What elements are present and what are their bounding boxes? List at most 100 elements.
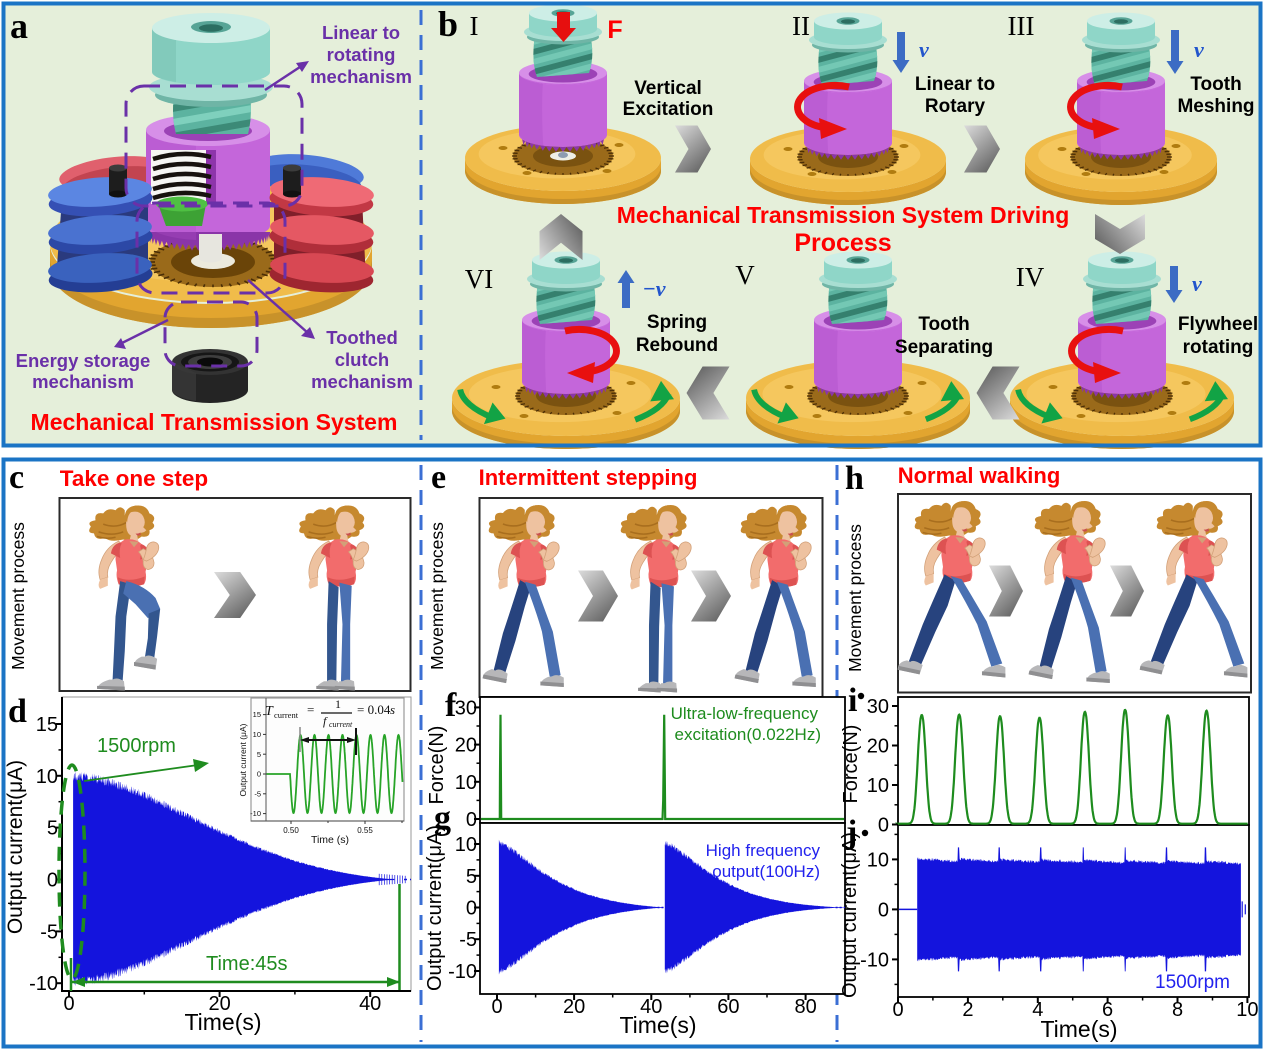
svg-text:d: d	[8, 693, 27, 730]
svg-text:10: 10	[253, 730, 261, 739]
svg-text:-10: -10	[29, 973, 58, 995]
svg-text:-10: -10	[448, 961, 477, 983]
svg-text:h: h	[845, 460, 864, 497]
svg-text:-10: -10	[250, 809, 261, 818]
svg-text:Meshing: Meshing	[1177, 96, 1254, 117]
svg-text:10: 10	[867, 849, 889, 871]
svg-text:Rotary: Rotary	[925, 96, 986, 117]
svg-text:Movement process: Movement process	[845, 524, 865, 672]
svg-text:-5: -5	[40, 921, 58, 943]
svg-text:Mechanical Transmission System: Mechanical Transmission System	[31, 409, 398, 435]
svg-text:Output current(μA): Output current(μA)	[4, 760, 27, 934]
svg-text:Output current (μA): Output current (μA)	[238, 723, 248, 796]
svg-text:excitation(0.022Hz): excitation(0.022Hz)	[675, 725, 821, 744]
svg-text:60: 60	[717, 996, 739, 1018]
svg-text:−v: −v	[642, 276, 665, 301]
svg-text:Excitation: Excitation	[623, 99, 714, 120]
svg-text:Take one step: Take one step	[60, 466, 208, 491]
svg-text:IV: IV	[1016, 262, 1045, 292]
svg-text:mechanism: mechanism	[311, 371, 413, 392]
svg-text:Movement process: Movement process	[8, 522, 28, 670]
svg-text:High frequency: High frequency	[706, 841, 821, 860]
svg-text:VI: VI	[465, 264, 494, 294]
svg-text:Spring: Spring	[647, 312, 707, 333]
svg-text:0: 0	[466, 898, 477, 920]
svg-text:e: e	[431, 459, 446, 496]
svg-text:Rebound: Rebound	[636, 335, 718, 356]
svg-text:III: III	[1008, 11, 1035, 41]
svg-text:0: 0	[466, 809, 477, 831]
svg-text:v: v	[919, 37, 929, 62]
svg-text:2: 2	[962, 999, 973, 1021]
svg-text:Mechanical Transmission System: Mechanical Transmission System Driving	[617, 202, 1070, 228]
svg-text:Separating: Separating	[895, 337, 993, 358]
svg-text:= 0.04: = 0.04	[357, 702, 391, 717]
svg-text:0: 0	[878, 899, 889, 921]
svg-text:0: 0	[878, 815, 889, 837]
svg-text:0: 0	[47, 870, 58, 892]
svg-text:1: 1	[335, 697, 341, 711]
svg-text:Movement process: Movement process	[427, 522, 447, 670]
svg-text:-5: -5	[254, 789, 261, 798]
svg-text:i: i	[848, 682, 857, 719]
svg-text:c: c	[9, 459, 24, 496]
svg-text:1500rpm: 1500rpm	[1155, 972, 1230, 993]
svg-text:Output current(μA): Output current(μA)	[839, 832, 861, 998]
svg-text:s: s	[390, 702, 395, 717]
svg-text:5: 5	[466, 866, 477, 888]
svg-text:Time (s): Time (s)	[311, 834, 349, 846]
svg-text:0: 0	[491, 996, 502, 1018]
svg-text:5: 5	[47, 818, 58, 840]
svg-text:0: 0	[63, 993, 74, 1015]
svg-text:=: =	[307, 702, 314, 717]
svg-text:80: 80	[794, 996, 816, 1018]
svg-text:b: b	[438, 4, 458, 44]
svg-text:-5: -5	[459, 929, 477, 951]
svg-text:mechanism: mechanism	[32, 371, 134, 392]
svg-text:v: v	[1192, 271, 1202, 296]
svg-text:30: 30	[455, 697, 477, 719]
svg-text:0.55: 0.55	[357, 826, 373, 835]
svg-text:20: 20	[867, 736, 889, 758]
svg-text:mechanism: mechanism	[310, 66, 412, 87]
svg-text:Normal walking: Normal walking	[898, 463, 1061, 488]
svg-text:rotating: rotating	[327, 44, 396, 65]
svg-text:10: 10	[455, 834, 477, 856]
svg-text:v: v	[1194, 37, 1204, 62]
svg-text:clutch: clutch	[335, 349, 389, 370]
svg-text:II: II	[792, 11, 810, 41]
svg-text:20: 20	[455, 735, 477, 757]
svg-text:I: I	[470, 11, 479, 41]
svg-text:T: T	[265, 704, 274, 719]
svg-text:15: 15	[253, 710, 261, 719]
svg-text:10: 10	[455, 772, 477, 794]
svg-text:15: 15	[36, 714, 58, 736]
svg-text:Tooth: Tooth	[1190, 74, 1241, 95]
svg-text:Tooth: Tooth	[918, 314, 969, 335]
svg-text:5: 5	[257, 750, 261, 759]
svg-text:30: 30	[867, 696, 889, 718]
svg-text:a: a	[10, 6, 28, 46]
svg-text:Output current(μA): Output current(μA)	[424, 825, 446, 991]
svg-text:Ultra-low-frequency: Ultra-low-frequency	[671, 704, 819, 723]
svg-text:Vertical: Vertical	[634, 78, 702, 99]
svg-text:Energy storage: Energy storage	[16, 350, 151, 371]
svg-text:Intermittent stepping: Intermittent stepping	[479, 465, 698, 490]
svg-text:10: 10	[867, 775, 889, 797]
svg-text:0: 0	[257, 770, 261, 779]
svg-text:Time(s): Time(s)	[1040, 1016, 1117, 1042]
svg-text:10: 10	[36, 766, 58, 788]
svg-text:8: 8	[1172, 999, 1183, 1021]
svg-text:40: 40	[359, 993, 381, 1015]
svg-text:Force(N): Force(N)	[840, 725, 862, 804]
svg-text:0: 0	[892, 999, 903, 1021]
svg-text:Linear to: Linear to	[322, 22, 400, 43]
svg-text:Time(s): Time(s)	[184, 1009, 261, 1035]
svg-text:1500rpm: 1500rpm	[97, 735, 176, 757]
svg-text:output(100Hz): output(100Hz)	[712, 862, 820, 881]
svg-text:V: V	[735, 260, 755, 290]
svg-text:0.50: 0.50	[283, 826, 299, 835]
svg-text:Linear to: Linear to	[915, 74, 995, 95]
svg-text:current: current	[329, 720, 353, 729]
svg-text:Time:45s: Time:45s	[206, 953, 288, 975]
